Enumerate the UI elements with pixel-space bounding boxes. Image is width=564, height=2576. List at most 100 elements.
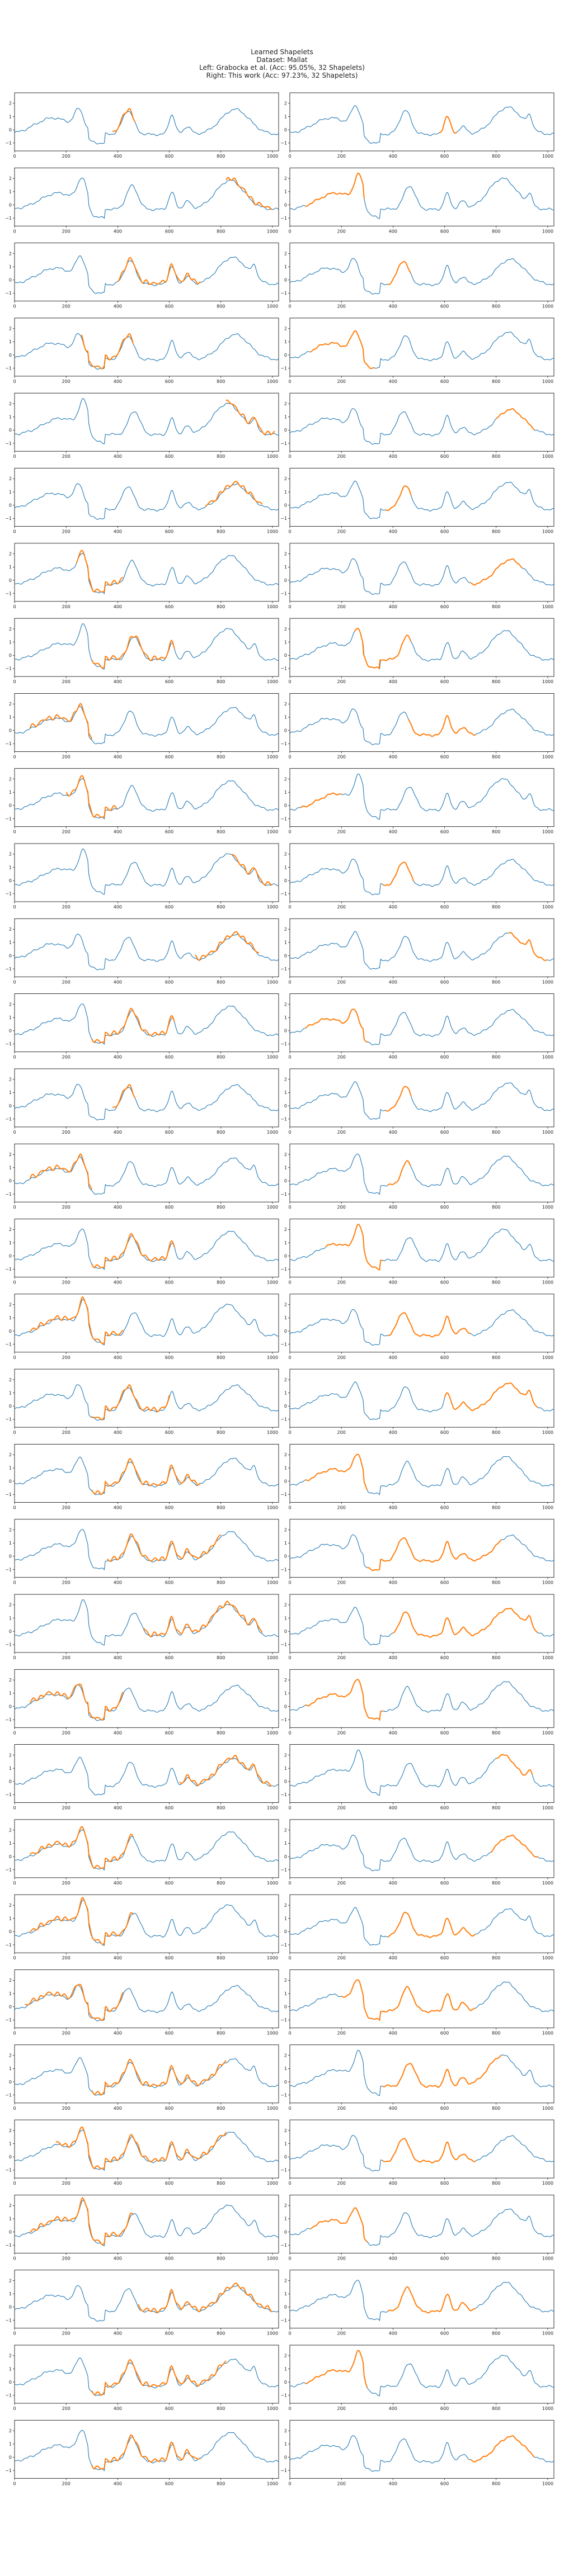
panel-32-right: −1 0 1 2 0 200 400 600 800 1000	[280, 2419, 554, 2486]
x-tick-label: 200	[62, 1730, 70, 1735]
plot-frame	[14, 2270, 279, 2329]
y-tick-label: 2	[284, 552, 287, 557]
x-tick-label: 800	[217, 379, 225, 384]
x-tick-label: 200	[337, 1055, 346, 1060]
series-line	[14, 333, 279, 370]
x-tick-label: 0	[13, 754, 16, 759]
x-tick-label: 800	[217, 1430, 225, 1435]
panel-23-right: −1 0 1 2 0 200 400 600 800 1000	[280, 1744, 554, 1811]
plot-frame	[289, 318, 554, 377]
panel-11-right: −1 0 1 2 0 200 400 600 800 1000	[280, 843, 554, 910]
x-tick-label: 200	[337, 979, 346, 984]
y-tick-label: 2	[284, 326, 287, 332]
x-tick-label: 600	[440, 1955, 449, 1961]
x-tick-label: 400	[389, 979, 397, 984]
x-tick-label: 600	[165, 2331, 173, 2336]
x-tick-label: 600	[165, 1505, 173, 1510]
x-tick-label: 600	[440, 1430, 449, 1435]
x-tick-label: 200	[337, 679, 346, 684]
y-tick-label: 2	[9, 1978, 12, 1983]
x-tick-label: 600	[440, 1806, 449, 1811]
x-tick-label: 400	[389, 2406, 397, 2411]
x-tick-label: 600	[440, 1055, 449, 1060]
y-tick-label: 0	[284, 1104, 287, 1109]
series-line	[14, 2357, 279, 2396]
x-tick-label: 800	[217, 905, 225, 910]
y-tick-label: 1	[284, 1766, 287, 1771]
x-tick-label: 0	[13, 304, 16, 309]
shapelet-line	[91, 1007, 175, 1043]
y-tick-label: 1	[9, 1541, 12, 1546]
y-tick-label: 2	[9, 1077, 12, 1082]
x-tick-label: 0	[13, 979, 16, 984]
panel-15-left: −1 0 1 2 0 200 400 600 800 1000	[5, 1143, 279, 1210]
y-tick-label: 0	[284, 2455, 287, 2460]
x-tick-label: 800	[492, 229, 500, 234]
x-tick-label: 400	[389, 604, 397, 609]
x-tick-label: 0	[288, 1355, 291, 1360]
y-tick-label: −1	[280, 892, 287, 897]
x-tick-label: 400	[389, 754, 397, 759]
plot-frame	[14, 2119, 279, 2179]
y-tick-label: 1	[9, 2291, 12, 2296]
plot-frame	[14, 993, 279, 1052]
y-tick-label: −1	[5, 1717, 12, 1722]
panel-16-right: −1 0 1 2 0 200 400 600 800 1000	[280, 1219, 554, 1285]
x-tick-label: 400	[114, 454, 122, 459]
y-tick-label: −1	[280, 1041, 287, 1046]
shapelet-line	[408, 715, 476, 737]
y-tick-label: 0	[9, 1779, 12, 1784]
x-tick-label: 0	[13, 2256, 16, 2261]
y-tick-label: 2	[284, 476, 287, 481]
x-tick-label: 1000	[542, 2106, 553, 2111]
y-tick-label: 2	[284, 401, 287, 406]
y-tick-label: 1	[9, 190, 12, 195]
series-line	[14, 778, 279, 820]
y-tick-label: 0	[9, 2080, 12, 2085]
y-tick-label: 1	[9, 2217, 12, 2222]
panel-16-left: −1 0 1 2 0 200 400 600 800 1000	[5, 1219, 279, 1285]
series-line	[14, 623, 279, 670]
x-tick-label: 200	[337, 830, 346, 835]
x-tick-label: 600	[165, 2256, 173, 2261]
x-tick-label: 0	[288, 2406, 291, 2411]
x-tick-label: 400	[389, 2331, 397, 2336]
y-tick-label: 1	[284, 1090, 287, 1095]
x-tick-label: 400	[114, 1806, 122, 1811]
x-tick-label: 600	[440, 379, 449, 384]
panel-24-left: −1 0 1 2 0 200 400 600 800 1000	[5, 1819, 279, 1886]
x-tick-label: 600	[440, 154, 449, 159]
panel-1-right: −1 0 1 2 0 200 400 600 800 1000	[280, 92, 554, 159]
x-tick-label: 600	[440, 2481, 449, 2486]
shapelet-line	[387, 1911, 476, 1939]
y-tick-label: 1	[9, 1090, 12, 1095]
x-tick-label: 0	[13, 2106, 16, 2111]
x-tick-label: 600	[165, 1430, 173, 1435]
y-tick-label: 2	[284, 101, 287, 106]
shapelet-line	[91, 2058, 227, 2096]
x-tick-label: 1000	[542, 154, 553, 159]
y-tick-label: 1	[9, 790, 12, 795]
x-tick-label: 600	[440, 1355, 449, 1360]
y-tick-label: 2	[284, 251, 287, 256]
y-tick-label: −1	[5, 2168, 12, 2173]
y-tick-label: 0	[9, 578, 12, 583]
x-tick-label: 400	[114, 1505, 122, 1510]
x-tick-label: 600	[165, 2106, 173, 2111]
shapelet-line	[470, 558, 523, 586]
x-tick-label: 600	[165, 1881, 173, 1886]
x-tick-label: 400	[389, 1955, 397, 1961]
shapelet-line	[225, 177, 273, 210]
x-tick-label: 400	[389, 229, 397, 234]
shapelet-line	[382, 861, 415, 886]
x-tick-label: 400	[114, 2331, 122, 2336]
plot-frame	[14, 468, 279, 527]
x-tick-label: 200	[62, 1130, 70, 1135]
x-tick-label: 200	[62, 679, 70, 684]
x-tick-label: 400	[114, 604, 122, 609]
panel-12-right: −1 0 1 2 0 200 400 600 800 1000	[280, 918, 554, 984]
x-tick-label: 600	[440, 1730, 449, 1735]
y-tick-label: 0	[284, 1554, 287, 1559]
y-tick-label: 1	[9, 1766, 12, 1771]
panel-5-left: −1 0 1 2 0 200 400 600 800 1000	[5, 392, 279, 459]
